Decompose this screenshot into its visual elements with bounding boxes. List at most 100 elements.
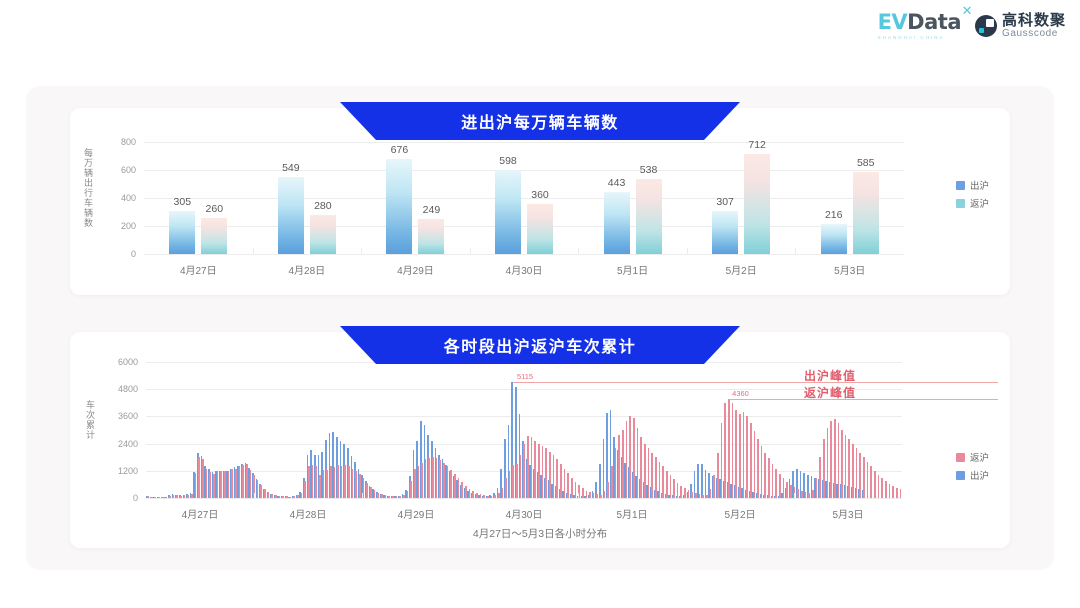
hour-bar-back — [344, 465, 347, 498]
hour-bar-out — [682, 495, 685, 498]
hour-bar-back — [505, 477, 507, 498]
hour-bar-out — [558, 488, 561, 498]
hour-bar-out — [774, 495, 776, 498]
bar-value-label: 443 — [607, 176, 626, 189]
gausscode-mark-icon — [974, 15, 997, 37]
hour-bar-out — [675, 495, 678, 498]
hour-bar-out — [215, 470, 218, 498]
hour-bar-back — [234, 468, 237, 498]
hour-bar-back — [651, 452, 653, 498]
hour-bar-out — [401, 494, 404, 498]
hour-bar-out — [368, 486, 371, 498]
gausscode-name-cn: 高科数聚 — [1001, 11, 1066, 29]
evdata-rest: Data — [907, 10, 961, 34]
hour-bar-out — [182, 494, 185, 498]
hour-bar-out — [167, 495, 170, 498]
hour-bar-back — [501, 488, 504, 498]
gridline — [144, 170, 904, 171]
hour-bar-out — [478, 495, 481, 498]
hour-bar-out — [529, 465, 532, 498]
gridline — [144, 226, 904, 227]
legend-swatch — [956, 452, 965, 462]
hour-bar-out — [781, 493, 784, 498]
hour-bar-back — [636, 427, 639, 498]
hour-bar-out — [259, 484, 261, 498]
legend-swatch — [956, 470, 965, 480]
hour-bar-out — [419, 420, 422, 498]
hour-bar-out — [828, 481, 831, 498]
legend-item[interactable]: 返沪 — [956, 196, 989, 210]
hour-bar-out — [821, 479, 824, 498]
hour-bar-out — [759, 494, 762, 498]
bar-back — [309, 214, 336, 254]
bar-value-label: 216 — [824, 208, 843, 221]
legend-item[interactable]: 出沪 — [956, 178, 989, 192]
hour-bar-back — [443, 462, 445, 498]
hour-bar-out — [219, 471, 221, 498]
hour-bar-out — [810, 476, 813, 498]
hour-bar-back — [205, 468, 208, 498]
hour-bar-back — [647, 448, 650, 498]
hour-bar-out — [807, 475, 809, 498]
bar-value-label: 307 — [716, 196, 734, 209]
hour-bar-out — [277, 495, 280, 498]
hour-bar-out — [237, 465, 239, 498]
hour-bar-out — [788, 479, 791, 498]
hour-bar-back — [304, 480, 306, 498]
legend-hourly: 返沪 出沪 — [956, 450, 989, 482]
hour-bar-out — [153, 497, 155, 498]
gausscode-name-en: Gausscode — [1001, 27, 1058, 39]
hour-bar-back — [881, 478, 884, 498]
hour-bar-back — [727, 399, 730, 498]
legend-item[interactable]: 返沪 — [956, 450, 989, 464]
hour-bar-back — [607, 482, 610, 498]
legend-item[interactable]: 出沪 — [956, 468, 989, 482]
hour-bar-out — [492, 493, 495, 498]
x-axis-separator — [686, 248, 688, 254]
hour-bar-back — [439, 459, 442, 498]
hour-bar-back — [800, 490, 803, 498]
evdata-wordmark: EVData ✕ — [878, 5, 973, 34]
hour-bar-out — [346, 448, 349, 498]
hour-bar-out — [518, 414, 521, 498]
bar-value-label: 538 — [639, 163, 658, 176]
y-axis-tick: 6000 — [117, 357, 138, 367]
hour-bar-out — [650, 487, 652, 498]
hour-bar-back — [874, 470, 876, 498]
x-axis-tick: 5月2日 — [725, 266, 757, 277]
hour-bar-out — [365, 480, 367, 498]
hour-bar-out — [164, 496, 166, 498]
hour-bar-back — [370, 487, 372, 498]
hour-bar-back — [523, 443, 526, 498]
hour-bar-out — [332, 432, 334, 498]
hour-bar-back — [373, 490, 376, 498]
hour-bar-out — [503, 439, 506, 498]
y-axis-label-daily: 每万辆出行车辆数 — [83, 148, 93, 228]
y-axis-tick: 200 — [120, 221, 136, 231]
bar-value-label: 249 — [422, 204, 441, 217]
hour-bar-out — [803, 473, 806, 498]
hour-bar-out — [416, 441, 418, 498]
hour-bar-out — [551, 483, 554, 498]
hour-bar-back — [231, 468, 233, 498]
hour-bar-back — [738, 414, 741, 498]
gridline — [144, 142, 904, 143]
hour-bar-out — [525, 459, 528, 498]
hour-bar-back — [567, 473, 569, 498]
bar-back — [418, 219, 445, 254]
chart-card-daily: 进出沪每万辆车辆数 0 200 400 600 800 305 260 4月27日 549 280… — [70, 102, 1010, 295]
bar-value-label: 585 — [856, 157, 875, 170]
hour-bar-back — [260, 485, 263, 498]
hour-bar-back — [804, 492, 807, 498]
hour-bar-back — [877, 474, 880, 498]
evdata-logo: EVData ✕ SHANGHAI CHINA — [878, 5, 973, 40]
hour-bar-back — [852, 443, 854, 498]
hour-bar-back — [538, 443, 540, 498]
hour-bar-out — [186, 494, 188, 498]
hour-bar-back — [300, 492, 303, 498]
hour-bar-back — [172, 494, 175, 498]
hour-bar-back — [417, 465, 420, 498]
hour-bar-out — [354, 461, 356, 498]
bar-back — [635, 178, 662, 254]
x-axis-tick: 4月29日 — [397, 510, 435, 521]
